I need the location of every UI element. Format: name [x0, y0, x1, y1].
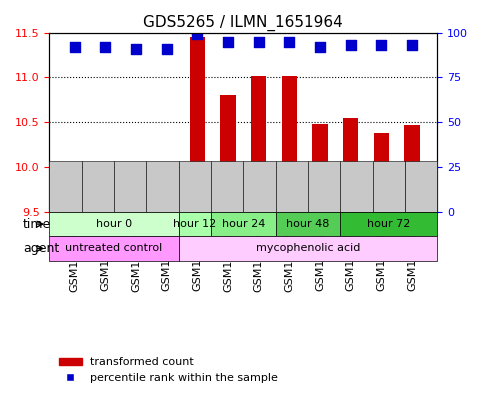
Text: hour 12: hour 12	[173, 219, 216, 229]
Bar	[282, 75, 297, 212]
Point	[224, 39, 232, 45]
Legend: transformed count, percentile rank within the sample: transformed count, percentile rank withi…	[55, 353, 283, 387]
Text: hour 24: hour 24	[222, 219, 265, 229]
Bar	[128, 211, 143, 212]
Point	[408, 42, 416, 48]
Point	[377, 42, 385, 48]
Bar	[159, 210, 174, 212]
Point	[316, 44, 324, 50]
Point	[71, 44, 79, 50]
Point	[347, 42, 355, 48]
Bar	[313, 124, 327, 212]
Point	[194, 31, 201, 37]
Point	[132, 46, 140, 52]
Point	[163, 46, 170, 52]
Bar	[220, 95, 236, 212]
Text: agent: agent	[23, 242, 59, 255]
Text: hour 0: hour 0	[96, 219, 132, 229]
Bar	[98, 196, 113, 212]
Text: mycophenolic acid: mycophenolic acid	[256, 244, 360, 253]
Bar	[343, 118, 358, 212]
Bar	[374, 133, 389, 212]
Bar	[67, 187, 82, 212]
Point	[101, 44, 109, 50]
Bar	[404, 125, 420, 212]
Title: GDS5265 / ILMN_1651964: GDS5265 / ILMN_1651964	[143, 15, 343, 31]
Point	[285, 39, 293, 45]
Text: hour 72: hour 72	[367, 219, 411, 229]
Bar	[190, 37, 205, 212]
Text: time: time	[23, 218, 51, 231]
Bar	[251, 75, 266, 212]
Point	[255, 39, 262, 45]
Text: hour 48: hour 48	[286, 219, 330, 229]
Text: untreated control: untreated control	[65, 244, 163, 253]
